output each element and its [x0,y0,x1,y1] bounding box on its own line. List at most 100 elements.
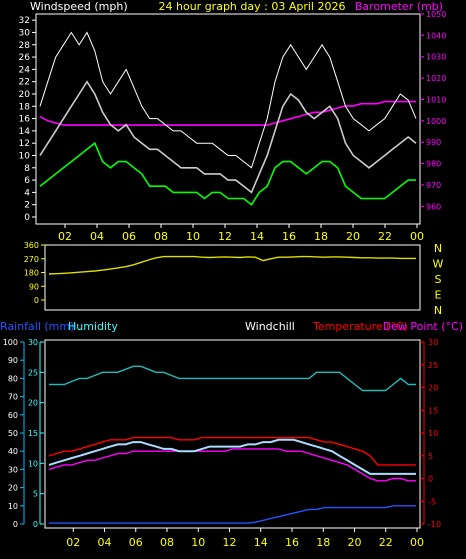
wind-left-tick: 22 [19,78,30,88]
wind-right-tick: 1000 [426,117,446,126]
temp-x-tick: 14 [254,536,268,549]
direction-left-tick: 180 [24,269,39,278]
rain-axis: 0 10 20 30 40 50 60 70 80 90 100 [3,338,25,529]
wind-x-tick: 14 [250,230,264,243]
wind-x-tick: 22 [378,230,392,243]
humidity-label: Humidity [68,320,118,333]
wind-x-tick: 08 [154,230,168,243]
compass-label: N [434,242,442,255]
wind-left-tick: 10 [19,151,31,161]
compass-label: E [435,289,442,302]
rain-tick: 10 [8,502,18,511]
wind-right-tick: 1010 [426,95,446,104]
temp-tick: -5 [428,497,436,506]
rain-tick: 50 [8,429,18,438]
temp-x-tick: 02 [66,536,80,549]
wind-series-low [39,141,416,206]
wind-left-tick: 6 [24,176,30,186]
rain-tick: 40 [8,447,18,456]
wind-x-axis: 02 04 06 08 10 12 14 16 18 20 22 00 [58,224,424,243]
direction-left-tick: 270 [24,255,39,264]
temp-tick: 0 [428,475,433,484]
wind-right-tick: 1030 [426,53,446,62]
rain-tick: 0 [13,520,18,529]
temp-axis: -10 -5 0 5 10 15 20 25 30 [420,338,441,529]
wind-series [39,31,417,206]
wind-left-tick: 14 [19,127,31,137]
wind-left-label: Windspeed (mph) [30,0,128,13]
wind-plot-frame [35,13,421,225]
direction-series [48,255,416,275]
wind-left-tick: 32 [19,16,30,26]
humidity-tick: 5 [33,490,38,499]
humidity-tick: 15 [28,429,38,438]
humidity-tick: 25 [28,368,38,377]
temp-tick: 15 [428,406,438,415]
temp-series-temperature [48,436,416,466]
direction-left-tick: 90 [29,282,39,291]
wind-right-tick: 990 [426,138,441,147]
humidity-tick: 0 [33,520,38,529]
wind-right-tick: 980 [426,160,441,169]
direction-series-dir [48,255,416,275]
wind-x-tick: 06 [122,230,136,243]
temp-series-dewpoint [48,448,416,482]
temp-tick: 10 [428,429,438,438]
wind-right-tick: 970 [426,181,441,190]
temp-x-tick: 06 [129,536,143,549]
wind-right-tick: 1020 [426,74,446,83]
direction-left-tick: 360 [24,241,39,250]
temperature-label: Temperature (°C) [312,320,408,333]
wind-left-tick: 18 [19,102,31,112]
wind-x-tick: 18 [314,230,328,243]
compass-label: N [434,304,442,317]
wind-series-avg [39,80,417,194]
wind-left-tick: 2 [24,201,30,211]
humidity-tick: 30 [28,338,38,347]
wind-left-tick: 12 [19,139,30,149]
humidity-tick: 20 [28,399,38,408]
wind-right-tick: 1040 [426,31,446,40]
temp-x-tick: 22 [379,536,393,549]
temp-tick: 30 [428,338,438,347]
rain-tick: 100 [3,338,18,347]
rainfall-label: Rainfall (mm) [0,320,74,333]
temp-tick: 25 [428,361,438,370]
temp-tick: 20 [428,384,438,393]
wind-left-tick: 8 [24,164,30,174]
temp-series-humidity [49,365,416,392]
dewpoint-label: Dew Point (°C) [383,320,463,333]
temp-tick: -10 [428,520,441,529]
rain-tick: 70 [8,393,18,402]
wind-left-tick: 30 [19,28,31,38]
wind-right-label: Barometer (mb) [355,0,443,13]
temp-x-tick: 18 [316,536,330,549]
temp-tick: 5 [428,452,433,461]
rain-tick: 80 [8,374,18,383]
rain-tick: 20 [8,484,18,493]
wind-x-tick: 12 [218,230,232,243]
wind-series-baro [39,100,416,126]
wind-left-tick: 24 [19,65,31,75]
windchill-label: Windchill [245,320,295,333]
wind-left-tick: 4 [24,188,30,198]
compass-label: W [433,258,444,271]
temp-x-tick: 12 [223,536,237,549]
rain-tick: 30 [8,465,18,474]
rain-tick: 90 [8,356,18,365]
temp-plot-frame [44,339,421,529]
wind-left-tick: 0 [24,213,30,223]
temp-series [48,365,416,524]
temp-x-tick: 10 [191,536,205,549]
wind-left-tick: 26 [19,53,31,63]
temp-x-tick: 00 [410,536,424,549]
wind-right-axis: 960 970 980 990 1000 1010 1020 1030 1040 1050 [420,10,446,211]
direction-left-axis: 0 90 180 270 360 [24,241,45,305]
wind-right-tick: 960 [426,202,441,211]
wind-x-tick: 00 [410,230,424,243]
wind-left-tick: 28 [19,41,31,51]
compass-label: S [435,273,442,286]
humidity-axis: 0 5 10 15 20 25 30 [28,338,44,529]
wind-x-tick: 10 [186,230,200,243]
